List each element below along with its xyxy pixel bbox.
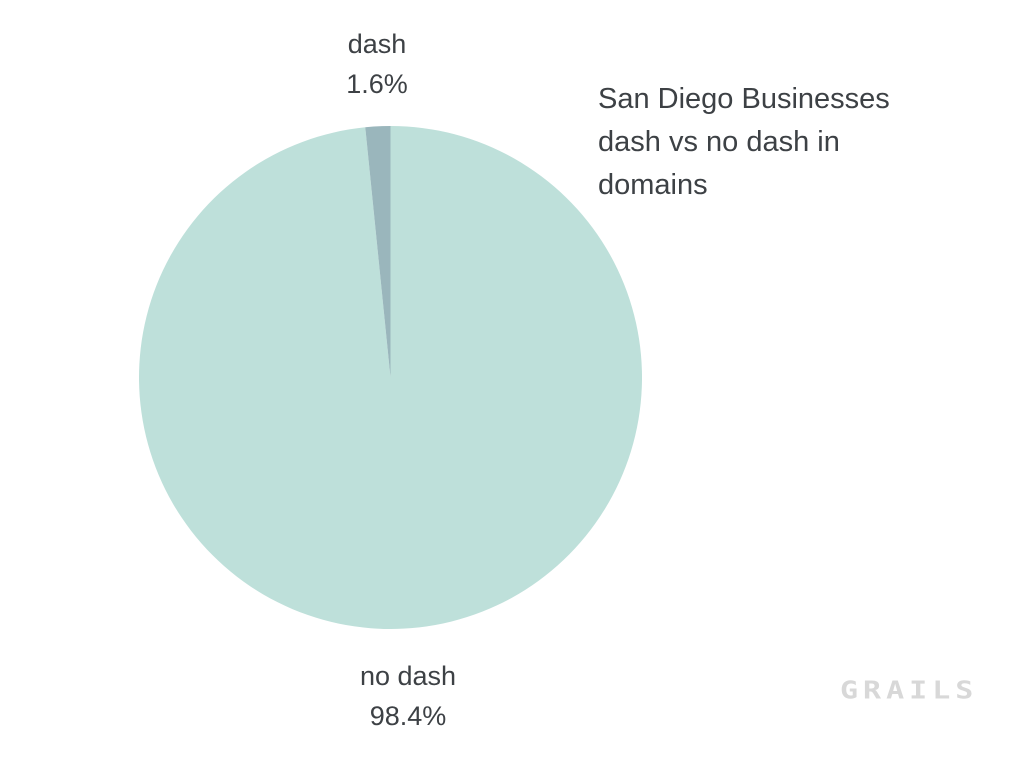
pie-label-no-dash-name: no dash: [359, 661, 457, 691]
pie-label-dash-percent: 1.6%: [346, 69, 408, 99]
pie-chart: [139, 126, 642, 629]
pie-label-no-dash: no dash 98.4%: [283, 656, 533, 736]
chart-title-line-1: San Diego Businesses: [598, 83, 890, 115]
chart-title: San Diego Businesses dash vs no dash in …: [598, 78, 938, 207]
chart-title-line-3: domains: [598, 169, 708, 201]
pie-slice-dash: [365, 126, 391, 378]
pie-label-no-dash-percent: 98.4%: [369, 701, 447, 731]
pie-label-dash-name: dash: [347, 29, 407, 59]
chart-title-line-2: dash vs no dash in: [598, 126, 840, 158]
grails-watermark-logo: GRAILS: [840, 676, 979, 706]
pie-label-dash: dash 1.6%: [277, 24, 477, 104]
pie-slice-no-dash: [139, 126, 642, 629]
